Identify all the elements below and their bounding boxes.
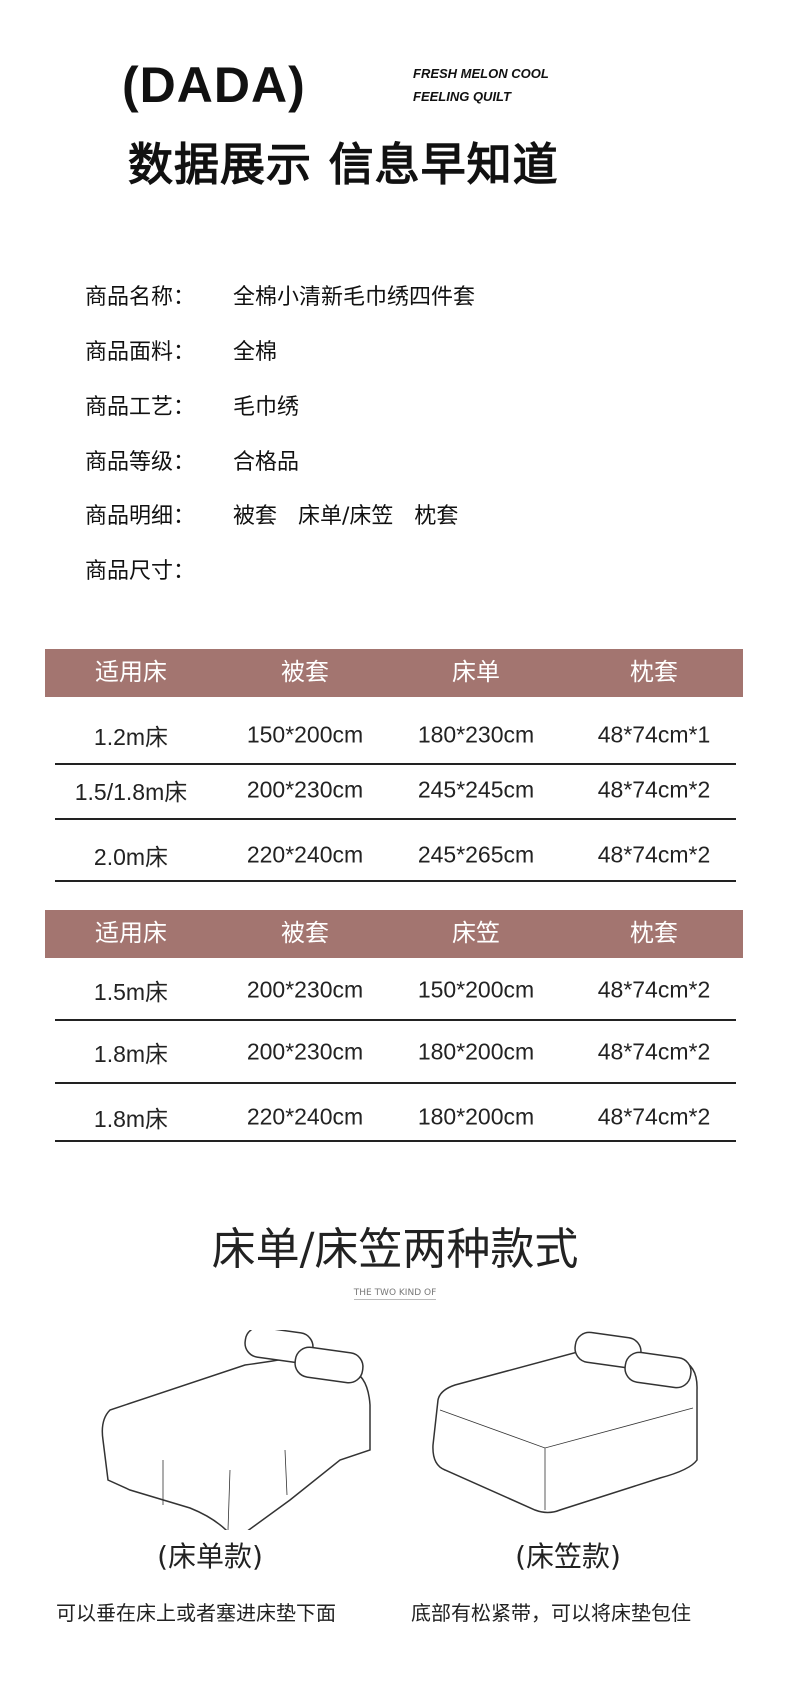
pillow-icon: [624, 1351, 692, 1389]
table-cell: 48*74cm*1: [597, 721, 711, 748]
info-value: 被套 床单/床笠 枕套: [233, 504, 459, 529]
table-cell: 1.5m床: [93, 979, 169, 1005]
table-cell: 150*200cm: [417, 976, 535, 1003]
column-header: 适用床: [95, 920, 167, 947]
tagline-line-1: FRESH MELON COOL: [413, 66, 549, 81]
info-label: 商品尺寸：: [85, 559, 196, 584]
column-header: 床单: [452, 659, 500, 686]
table-cell: 48*74cm*2: [597, 976, 711, 1003]
table-cell: 180*230cm: [417, 721, 535, 748]
table-cell: 2.0m床: [93, 844, 169, 870]
info-row-craft: 商品工艺： 毛巾绣: [85, 393, 299, 423]
table-cell: 1.2m床: [93, 724, 169, 750]
fitted-sheet-edge: [439, 1407, 694, 1510]
info-value: 全棉: [233, 340, 278, 365]
info-label: 商品等级：: [85, 450, 196, 475]
table-cell: 150*200cm: [246, 721, 364, 748]
row-divider: [55, 880, 736, 882]
flat-sheet-bed-illustration: [101, 1330, 371, 1530]
table-header: 适用床 被套 床笠 枕套: [45, 910, 743, 958]
table-cell: 245*265cm: [417, 841, 535, 868]
info-label: 商品工艺：: [85, 395, 196, 420]
table-cell: 245*245cm: [417, 776, 535, 803]
table-cell: 200*230cm: [246, 976, 364, 1003]
table-cell: 48*74cm*2: [597, 841, 711, 868]
table-cell: 180*200cm: [417, 1103, 535, 1130]
fitted-sheet-description: 底部有松紧带，可以将床垫包住: [411, 1601, 691, 1625]
column-header: 被套: [281, 659, 329, 686]
info-value: 合格品: [233, 450, 300, 475]
flat-sheet-caption: (床单款): [157, 1540, 263, 1573]
info-value: 全棉小清新毛巾绣四件套: [233, 285, 476, 310]
column-header: 适用床: [95, 659, 167, 686]
table-cell: 220*240cm: [246, 841, 364, 868]
pillow-icon: [294, 1346, 364, 1384]
styles-subtitle-text: THE TWO KIND OF: [353, 1288, 437, 1300]
table-cell: 200*230cm: [246, 1038, 364, 1065]
fitted-sheet-caption: (床笠款): [515, 1540, 621, 1573]
row-divider: [55, 1082, 736, 1084]
page-headline: 数据展示 信息早知道: [128, 138, 559, 191]
styles-subtitle: THE TWO KIND OF: [0, 1288, 790, 1300]
info-row-name: 商品名称： 全棉小清新毛巾绣四件套: [85, 283, 475, 313]
column-header: 枕套: [630, 659, 678, 686]
fitted-sheet-bed-illustration: [432, 1331, 698, 1514]
table-cell: 1.8m床: [93, 1106, 169, 1132]
table-header: 适用床 被套 床单 枕套: [45, 649, 743, 697]
row-divider: [55, 763, 736, 765]
column-header: 被套: [281, 920, 329, 947]
table-cell: 220*240cm: [246, 1103, 364, 1130]
row-divider: [55, 1140, 736, 1142]
flat-sheet-folds: [162, 1449, 288, 1530]
info-row-details: 商品明细： 被套 床单/床笠 枕套: [85, 502, 458, 532]
brand-logo: (DADA): [122, 57, 306, 113]
info-row-fabric: 商品面料： 全棉: [85, 338, 277, 368]
flat-sheet-description: 可以垂在床上或者塞进床垫下面: [56, 1601, 336, 1625]
info-label: 商品面料：: [85, 340, 196, 365]
info-row-size: 商品尺寸：: [85, 557, 233, 587]
column-header: 枕套: [630, 920, 678, 947]
table-cell: 48*74cm*2: [597, 776, 711, 803]
info-label: 商品名称：: [85, 285, 196, 310]
table-cell: 180*200cm: [417, 1038, 535, 1065]
info-label: 商品明细：: [85, 504, 196, 529]
row-divider: [55, 818, 736, 820]
table-cell: 48*74cm*2: [597, 1038, 711, 1065]
tagline-line-2: FEELING QUILT: [413, 89, 511, 104]
column-header: 床笠: [452, 920, 500, 947]
row-divider: [55, 1019, 736, 1021]
table-cell: 200*230cm: [246, 776, 364, 803]
table-cell: 48*74cm*2: [597, 1103, 711, 1130]
styles-title: 床单/床笠两种款式: [211, 1224, 579, 1275]
table-cell: 1.5/1.8m床: [74, 779, 188, 805]
info-value: 毛巾绣: [233, 395, 300, 420]
table-cell: 1.8m床: [93, 1041, 169, 1067]
info-row-grade: 商品等级： 合格品: [85, 448, 299, 478]
